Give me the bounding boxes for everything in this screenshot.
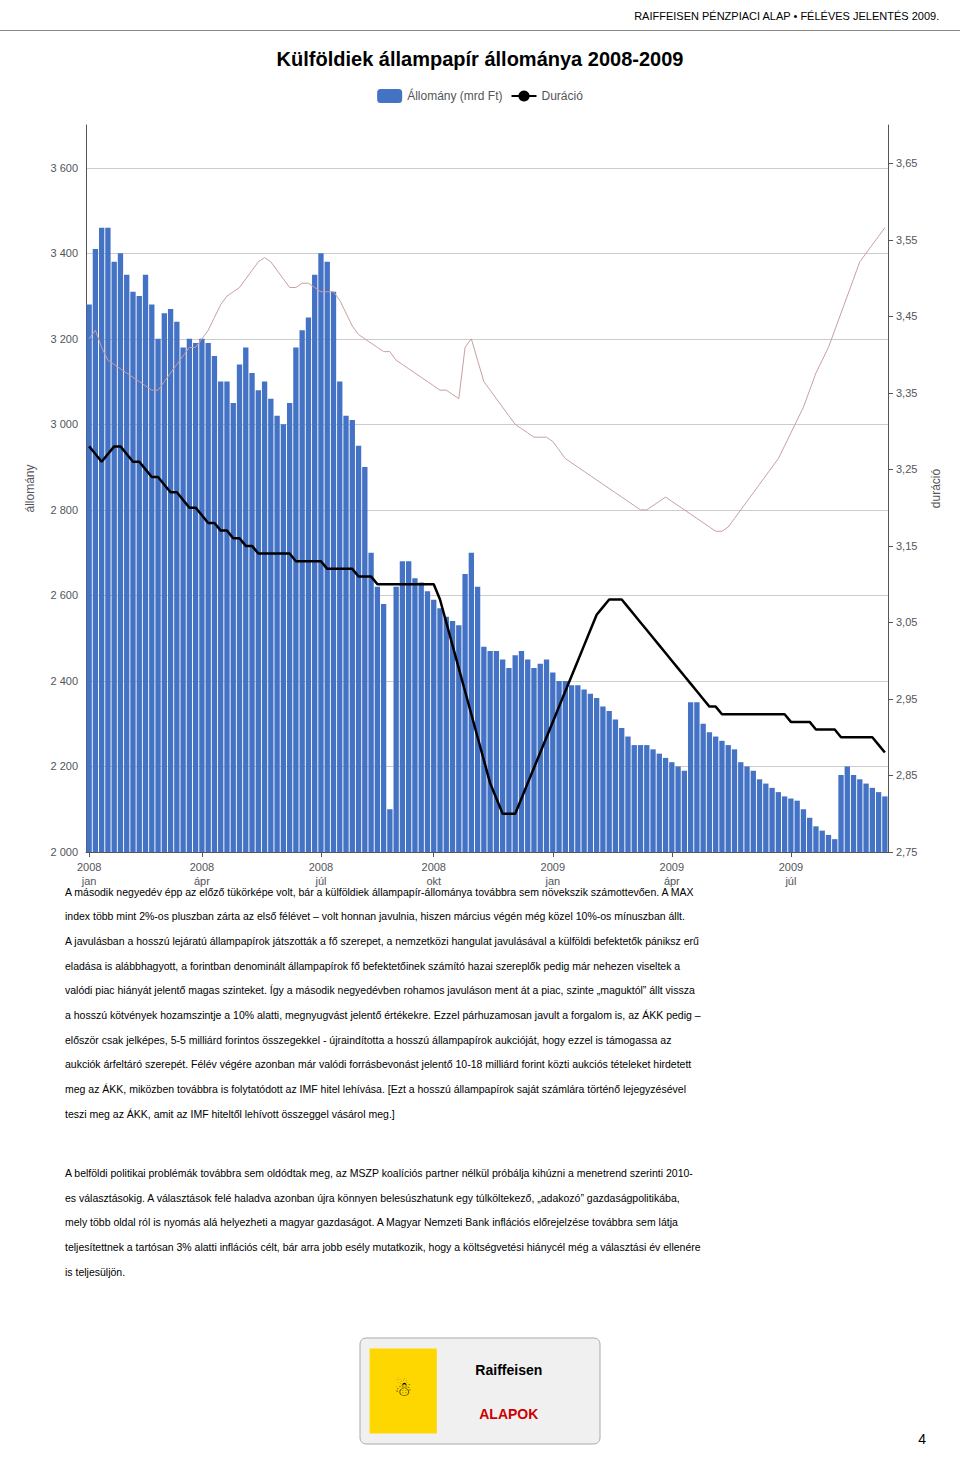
svg-text:eladása is alábbhagyott, a for: eladása is alábbhagyott, a forintban den… xyxy=(65,960,680,972)
svg-text:2 800: 2 800 xyxy=(50,504,78,516)
svg-text:2008: 2008 xyxy=(190,861,214,873)
svg-text:2 000: 2 000 xyxy=(50,846,78,858)
svg-text:mely több oldal ról is nyomás: mely több oldal ról is nyomás alá helyez… xyxy=(65,1216,678,1228)
svg-text:A második negyedév épp az előz: A második negyedév épp az előző tükörkép… xyxy=(65,886,694,898)
svg-text:A belföldi politikai problémák: A belföldi politikai problémák továbbra … xyxy=(65,1167,693,1179)
svg-text:2009: 2009 xyxy=(541,861,565,873)
svg-text:3 400: 3 400 xyxy=(50,247,78,259)
svg-text:Duráció: Duráció xyxy=(541,89,583,103)
svg-text:2 400: 2 400 xyxy=(50,675,78,687)
svg-text:A javulásban a hosszú lejáratú: A javulásban a hosszú lejáratú állampapí… xyxy=(65,935,699,947)
svg-text:meg az ÁKK, miközben továbbra: meg az ÁKK, miközben továbbra is folytat… xyxy=(65,1083,686,1095)
svg-text:2 600: 2 600 xyxy=(50,589,78,601)
svg-text:2 200: 2 200 xyxy=(50,760,78,772)
svg-text:duráció: duráció xyxy=(929,468,943,508)
svg-text:2008: 2008 xyxy=(77,861,101,873)
svg-text:2008: 2008 xyxy=(309,861,333,873)
svg-text:3 600: 3 600 xyxy=(50,162,78,174)
svg-text:a hosszú kötvények hozamszintj: a hosszú kötvények hozamszintje a 10% al… xyxy=(65,1009,701,1021)
svg-text:3 200: 3 200 xyxy=(50,333,78,345)
svg-text:ápr: ápr xyxy=(194,875,210,887)
svg-text:Állomány (mrd Ft): Állomány (mrd Ft) xyxy=(407,88,502,103)
svg-text:jan: jan xyxy=(544,875,560,887)
svg-text:teszi meg az ÁKK, amit az IMF: teszi meg az ÁKK, amit az IMF hiteltől l… xyxy=(65,1108,395,1120)
svg-text:3,25: 3,25 xyxy=(896,463,917,475)
svg-text:2,95: 2,95 xyxy=(896,693,917,705)
svg-text:3,45: 3,45 xyxy=(896,310,917,322)
svg-text:állomány: állomány xyxy=(23,464,37,512)
svg-text:2,75: 2,75 xyxy=(896,846,917,858)
svg-text:RAIFFEISEN PÉNZPIACI ALAP • FÉ: RAIFFEISEN PÉNZPIACI ALAP • FÉLÉVES JELE… xyxy=(634,10,939,22)
svg-text:2009: 2009 xyxy=(660,861,684,873)
svg-text:ALAPOK: ALAPOK xyxy=(479,1406,538,1422)
svg-text:aukciók árfeltáró szerepét. Fé: aukciók árfeltáró szerepét. Félév végére… xyxy=(65,1058,691,1070)
svg-text:3,55: 3,55 xyxy=(896,234,917,246)
svg-text:3,35: 3,35 xyxy=(896,387,917,399)
svg-text:4: 4 xyxy=(918,1431,926,1447)
svg-text:Külföldiek állampapír állomány: Külföldiek állampapír állománya 2008-200… xyxy=(277,48,684,70)
svg-text:2009: 2009 xyxy=(779,861,803,873)
svg-text:júl: júl xyxy=(784,875,796,887)
svg-text:2,85: 2,85 xyxy=(896,769,917,781)
svg-text:ápr: ápr xyxy=(664,875,680,887)
svg-text:teljesítettnek a tartósan 3% a: teljesítettnek a tartósan 3% alatti infl… xyxy=(65,1241,701,1253)
svg-text:jan: jan xyxy=(81,875,97,887)
svg-text:júl: júl xyxy=(314,875,326,887)
svg-text:index több mint 2%-os pluszban: index több mint 2%-os pluszban zárta az … xyxy=(65,910,685,922)
svg-text:is teljesüljön.: is teljesüljön. xyxy=(65,1266,125,1278)
svg-text:3 000: 3 000 xyxy=(50,418,78,430)
svg-text:☃: ☃ xyxy=(394,1377,412,1401)
svg-text:okt: okt xyxy=(426,875,441,887)
svg-text:2008: 2008 xyxy=(422,861,446,873)
svg-text:először csak jelképes, 5-5 mil: először csak jelképes, 5-5 milliárd fori… xyxy=(65,1034,671,1046)
svg-text:3,05: 3,05 xyxy=(896,616,917,628)
svg-text:Raiffeisen: Raiffeisen xyxy=(475,1362,542,1378)
svg-text:3,15: 3,15 xyxy=(896,540,917,552)
svg-text:es választásokig. A választáso: es választásokig. A választások felé hal… xyxy=(65,1192,680,1204)
svg-text:valódi piac hiányát jelentő ma: valódi piac hiányát jelentő magas szinte… xyxy=(65,984,695,996)
svg-text:3,65: 3,65 xyxy=(896,157,917,169)
